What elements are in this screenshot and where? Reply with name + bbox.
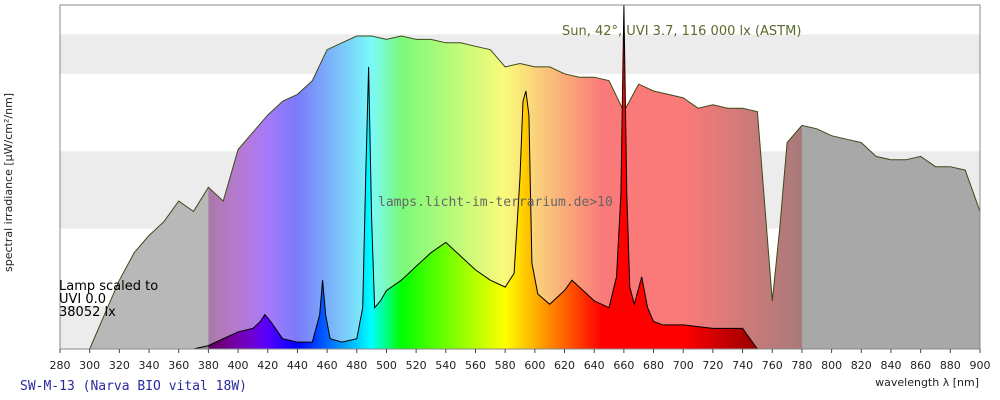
- x-tick-label: 280: [50, 359, 71, 372]
- lamp-scale-label-2: UVI 0.0: [59, 292, 106, 307]
- lamp-scale-label-3: 38052 lx: [59, 305, 116, 320]
- x-tick-label: 780: [791, 359, 812, 372]
- x-tick-label: 460: [317, 359, 338, 372]
- x-tick-label: 540: [435, 359, 456, 372]
- x-tick-label: 580: [495, 359, 516, 372]
- x-tick-label: 880: [940, 359, 961, 372]
- x-tick-label: 340: [139, 359, 160, 372]
- x-tick-label: 480: [346, 359, 367, 372]
- x-tick-label: 720: [702, 359, 723, 372]
- grid-band: [60, 5, 980, 35]
- x-tick-label: 740: [732, 359, 753, 372]
- x-tick-label: 560: [465, 359, 486, 372]
- x-tick-label: 400: [228, 359, 249, 372]
- x-tick-label: 840: [880, 359, 901, 372]
- x-tick-label: 700: [673, 359, 694, 372]
- x-tick-label: 520: [406, 359, 427, 372]
- y-axis-label: spectral irradiance [µW/cm²/nm]: [2, 93, 15, 272]
- x-tick-label: 660: [613, 359, 634, 372]
- x-tick-label: 600: [524, 359, 545, 372]
- x-tick-label: 360: [168, 359, 189, 372]
- watermark-text: lamps.licht-im-terrarium.de>10: [378, 195, 613, 210]
- x-tick-label: 380: [198, 359, 219, 372]
- plot-frame: [59, 4, 981, 350]
- sun-spectrum-line: [89, 35, 981, 350]
- sun-legend-label: Sun, 42°, UVI 3.7, 116 000 lx (ASTM): [562, 24, 801, 39]
- x-tick-label: 760: [762, 359, 783, 372]
- x-tick-label: 820: [851, 359, 872, 372]
- x-tick-label: 900: [970, 359, 991, 372]
- x-tick-label: 440: [287, 359, 308, 372]
- chart-title: SW-M-13 (Narva BIO vital 18W): [20, 379, 247, 394]
- x-tick-label: 620: [554, 359, 575, 372]
- x-tick-label: 500: [376, 359, 397, 372]
- x-tick-label: 320: [109, 359, 130, 372]
- x-tick-label: 420: [257, 359, 278, 372]
- x-tick-label: 300: [79, 359, 100, 372]
- x-tick-label: 860: [910, 359, 931, 372]
- lamp-scale-label-1: Lamp scaled to: [59, 279, 158, 294]
- lamp-spectrum-line: [163, 4, 758, 350]
- x-tick-label: 680: [643, 359, 664, 372]
- x-tick-label: 800: [821, 359, 842, 372]
- x-tick-label: 640: [584, 359, 605, 372]
- x-axis-label: wavelength λ [nm]: [875, 376, 979, 389]
- x-axis-ticks: 280 300 320 340 360 380 400 420 440 460 480 500 520 5…: [50, 349, 991, 372]
